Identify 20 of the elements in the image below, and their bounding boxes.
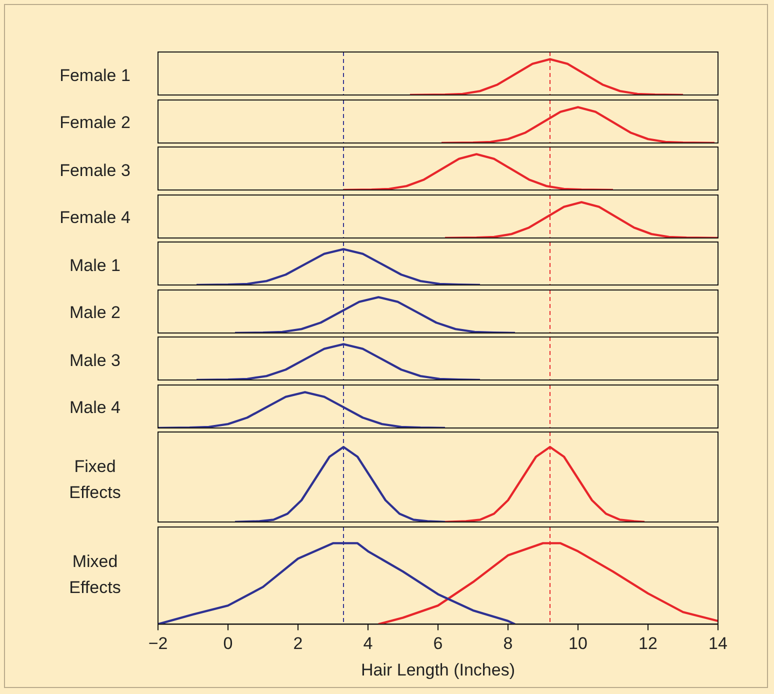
y-axis-title: Male 2: [68, 302, 122, 324]
y-axis-title: Male 4: [68, 397, 122, 420]
y-axis-title: Female 2: [58, 112, 132, 134]
x-tick-label: 0: [223, 634, 233, 654]
y-axis-title: Female 3: [58, 160, 132, 182]
x-tick-label: −2: [148, 634, 168, 654]
x-tick-label: 8: [503, 634, 513, 654]
y-axis-title: Male 1: [68, 254, 122, 277]
y-axis-title: Male 3: [68, 350, 122, 372]
x-tick-label: 6: [433, 634, 443, 654]
y-axis-title: Mixed Effects: [68, 550, 122, 598]
x-tick-label: 14: [708, 634, 728, 654]
y-axis-title: Female 1: [58, 64, 132, 87]
x-tick-label: 4: [363, 634, 373, 654]
y-axis-title: Fixed Effects: [68, 456, 122, 504]
x-tick-label: 10: [568, 634, 588, 654]
x-tick-label: 2: [293, 634, 303, 654]
x-tick-label: 12: [638, 634, 658, 654]
y-axis-title: Female 4: [58, 207, 132, 230]
x-axis-title: Hair Length (Inches): [360, 660, 516, 680]
